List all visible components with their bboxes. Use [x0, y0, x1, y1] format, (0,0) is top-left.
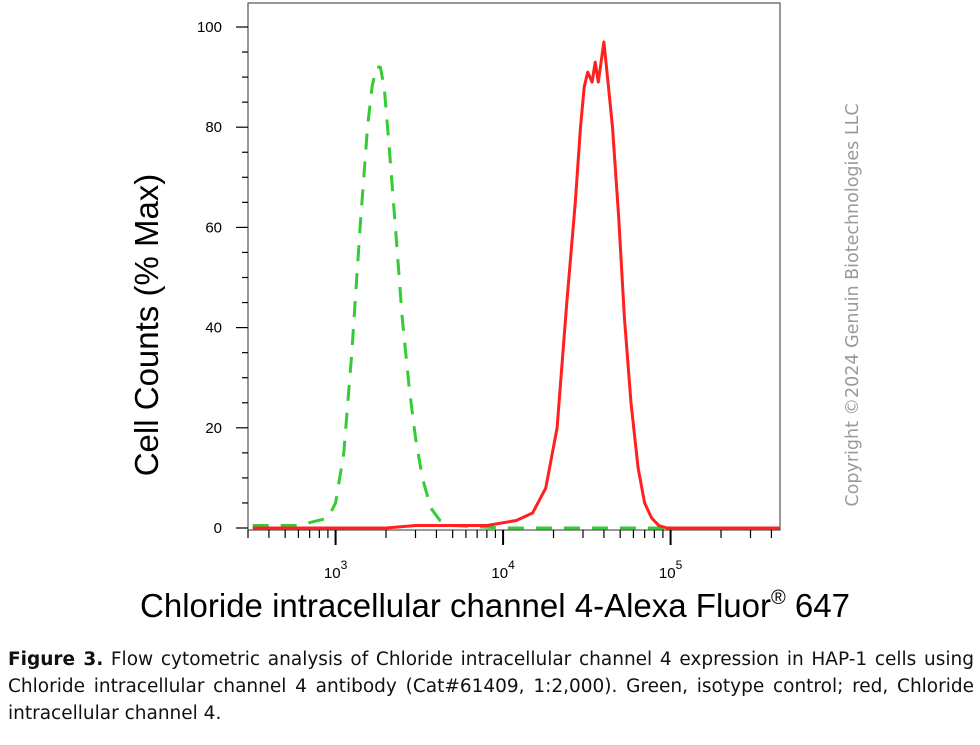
caption-text: Flow cytometric analysis of Chloride int… [8, 649, 974, 724]
y-tick-label: 80 [205, 119, 222, 136]
x-tick-label: 103 [324, 558, 348, 582]
x-axis: 103 104 105 [247, 530, 773, 582]
series-curve-2 [252, 40, 780, 530]
series-curve-1 [252, 65, 780, 530]
copyright-watermark: Copyright ©2024 Genuin Biotechnologies L… [843, 103, 863, 506]
x-tick-label: 105 [659, 558, 683, 582]
x-axis-label: Chloride intracellular channel 4-Alexa F… [140, 587, 850, 624]
series-layer [252, 40, 780, 530]
x-axis-label-main: Chloride intracellular channel 4-Alexa F… [140, 587, 771, 624]
figure-caption: Figure 3. Flow cytometric analysis of Ch… [8, 646, 974, 727]
caption-label: Figure 3. [8, 649, 104, 670]
plot-frame [247, 2, 781, 531]
y-tick-label: 20 [205, 420, 222, 437]
y-tick-label: 60 [205, 219, 222, 236]
y-tick-label: 0 [214, 520, 222, 537]
x-tick-label: 104 [491, 558, 515, 582]
y-axis: 0 20 40 60 80 100 [197, 19, 248, 537]
x-axis-label-suffix: 647 [786, 587, 850, 624]
y-tick-label: 40 [205, 320, 222, 337]
y-tick-label: 100 [197, 19, 222, 36]
y-axis-label: Cell Counts (% Max) [128, 174, 165, 477]
x-axis-label-superscript: ® [771, 587, 786, 609]
